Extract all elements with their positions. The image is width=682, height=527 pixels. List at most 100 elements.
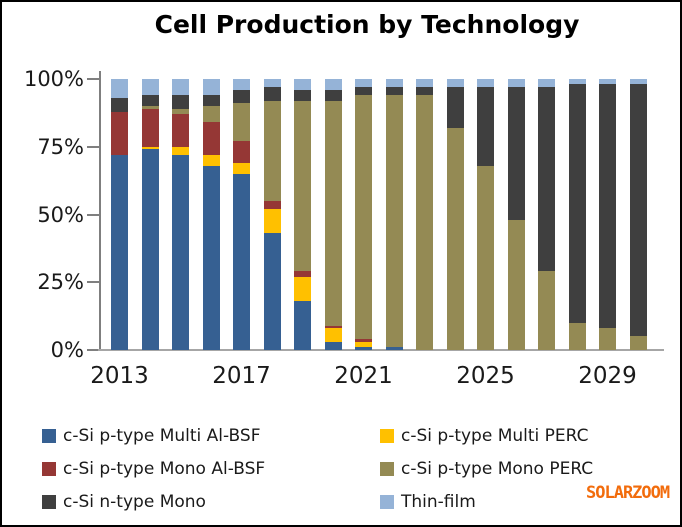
bar-segment <box>294 276 311 302</box>
bar-segment <box>141 149 159 350</box>
bar-segment <box>233 173 250 350</box>
bar-segment <box>507 219 525 350</box>
legend-item: c-Si n-type Mono <box>42 492 380 512</box>
y-axis-line <box>99 71 101 351</box>
watermark: SOLARZOOM <box>586 483 670 503</box>
bar-segment <box>172 154 189 350</box>
bar-segment <box>446 79 464 88</box>
x-tick-label: 2029 <box>578 363 637 389</box>
bar-segment <box>141 108 159 147</box>
bar-segment <box>111 97 128 112</box>
y-tick-label: 100% <box>23 67 84 91</box>
bar-segment <box>111 154 128 350</box>
bar-segment <box>629 84 647 337</box>
bar-segment <box>263 200 281 210</box>
bar-segment <box>477 165 494 350</box>
bar-segment <box>568 79 586 85</box>
bar-segment <box>599 328 616 350</box>
bar-segment <box>324 100 342 326</box>
bar-2028 <box>568 79 586 350</box>
bar-segment <box>263 79 281 88</box>
legend-swatch <box>42 462 56 476</box>
bar-segment <box>294 89 311 101</box>
bar-segment <box>111 111 128 155</box>
legend-label: Thin-film <box>401 492 476 512</box>
bar-2026 <box>507 79 525 350</box>
bar-segment <box>263 233 281 350</box>
bar-segment <box>385 79 403 88</box>
bar-2025 <box>477 79 494 350</box>
legend-swatch <box>380 429 394 443</box>
legend-item: c-Si p-type Multi Al-BSF <box>42 426 380 446</box>
bar-2019 <box>294 79 311 350</box>
legend-label: c-Si n-type Mono <box>63 492 206 512</box>
bar-2021 <box>355 79 372 350</box>
bar-segment <box>355 341 372 348</box>
bar-segment <box>294 301 311 350</box>
bar-segment <box>294 271 311 277</box>
legend-swatch <box>42 429 56 443</box>
bar-segment <box>507 79 525 88</box>
bar-segment <box>355 339 372 342</box>
bar-2030 <box>629 79 647 350</box>
legend-item: c-Si p-type Mono Al-BSF <box>42 459 380 479</box>
y-tick <box>87 349 99 351</box>
y-tick-label: 50% <box>37 202 84 227</box>
bar-segment <box>294 100 311 272</box>
bar-segment <box>599 84 616 329</box>
legend-swatch <box>380 495 394 509</box>
bar-segment <box>324 79 342 90</box>
bar-segment <box>355 79 372 88</box>
bar-segment <box>141 95 159 107</box>
bar-2029 <box>599 79 616 350</box>
bar-segment <box>538 87 555 272</box>
bar-segment <box>233 103 250 142</box>
bar-segment <box>324 325 342 329</box>
bar-2015 <box>172 79 189 350</box>
legend-item: c-Si p-type Mono PERC <box>380 459 593 479</box>
bar-segment <box>172 114 189 147</box>
bar-segment <box>385 347 403 350</box>
y-tick <box>87 213 99 216</box>
bar-segment <box>568 322 586 350</box>
bar-segment <box>141 106 159 109</box>
legend-item: Thin-film <box>380 492 593 512</box>
bar-segment <box>477 79 494 88</box>
bar-2023 <box>416 79 433 350</box>
legend-swatch <box>42 495 56 509</box>
bar-segment <box>416 95 433 350</box>
bar-segment <box>202 122 220 155</box>
legend-label: c-Si p-type Mono PERC <box>401 459 594 479</box>
bar-segment <box>172 146 189 155</box>
bar-segment <box>446 127 464 350</box>
bar-2017 <box>233 79 250 350</box>
y-tick <box>87 145 99 148</box>
bar-segment <box>233 163 250 174</box>
bar-segment <box>507 87 525 220</box>
bar-segment <box>233 141 250 164</box>
legend: c-Si p-type Multi Al-BSF c-Si p-type Mult… <box>42 426 593 512</box>
bar-segment <box>263 87 281 101</box>
bar-segment <box>538 79 555 88</box>
bar-segment <box>111 79 128 98</box>
bar-segment <box>263 100 281 201</box>
bar-segment <box>172 108 189 115</box>
bar-segment <box>141 146 159 150</box>
bar-segment <box>202 95 220 107</box>
x-tick-label: 2017 <box>212 363 271 389</box>
bar-segment <box>355 347 372 350</box>
x-tick-label: 2025 <box>456 363 515 389</box>
bar-segment <box>172 95 189 109</box>
bar-segment <box>568 84 586 323</box>
bar-segment <box>599 79 616 85</box>
bar-segment <box>202 79 220 96</box>
bar-segment <box>355 95 372 340</box>
bar-segment <box>416 87 433 96</box>
bar-segment <box>233 79 250 90</box>
bar-segment <box>324 89 342 101</box>
bar-2020 <box>324 79 342 350</box>
legend-item: c-Si p-type Multi PERC <box>380 426 593 446</box>
bar-segment <box>385 95 403 348</box>
bar-segment <box>141 79 159 96</box>
